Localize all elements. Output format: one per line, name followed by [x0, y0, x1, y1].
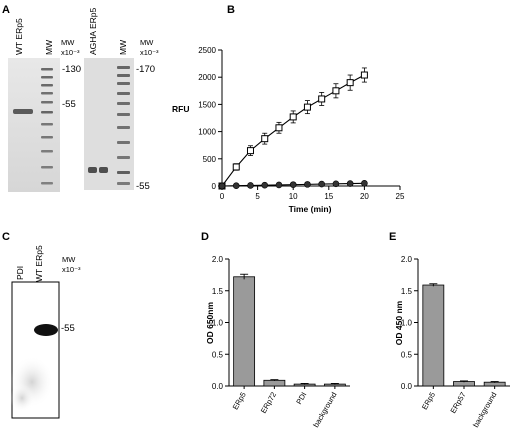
chart-d-y-tick-label: 1.0: [212, 319, 224, 328]
chart-e-bar: [422, 284, 445, 387]
chart-e-x-tick-label: ERp57: [448, 391, 467, 415]
chart-b-point-circle: [247, 182, 254, 189]
gel2-band-agha-erp5-a: [88, 167, 97, 173]
panel-e: E OD 450 nm 0.0 0.5 1.0 1.5 2.0 ERp5 ERp57 back…: [389, 231, 510, 429]
chart-b-point-square: [275, 124, 283, 132]
panel-d: D OD 650nm 0.0 0.5 1.0 1.5 2.0 ERp5 ERp72 PDI ba…: [201, 231, 350, 429]
blot-band-wt-erp5: [34, 324, 58, 336]
gel1-band-wt-erp5: [13, 109, 33, 114]
chart-b-point-square: [289, 113, 297, 121]
chart-b-y-tick-label: 1000: [198, 128, 216, 137]
gel2-band-agha-erp5-b: [99, 167, 108, 173]
gel2-mw-unit: x10⁻³: [140, 48, 159, 57]
panel-a: A WT ERp5 MW MW x10⁻³ -130 -55 AGHA ERp5…: [2, 4, 159, 192]
chart-b-point-circle: [361, 179, 368, 187]
gel1-mw-unit: x10⁻³: [61, 48, 80, 57]
blot-lane-label-wt-erp5: WT ERp5: [34, 245, 44, 282]
chart-b-point-circle: [261, 181, 269, 189]
chart-b: RFU Time (min) 0 500 1000 1500 2000 2500 0 5 10 1…: [172, 46, 405, 214]
chart-b-x-tick-label: 15: [324, 192, 333, 201]
gel2-mw-label: MW: [140, 38, 154, 47]
chart-e-y-tick-label: 0.5: [401, 350, 413, 359]
blot-marker-55: -55: [61, 323, 75, 334]
chart-b-point-circle: [289, 181, 297, 188]
gel2-lane-label-mw: MW: [118, 40, 128, 55]
gel1-lane-label-mw: MW: [44, 40, 54, 55]
panel-b: B RFU Time (min) 0 500 1000 1500 2000 2500 0 5 1…: [172, 4, 405, 214]
chart-d-bar: [263, 379, 286, 387]
panel-a-letter: A: [2, 4, 10, 16]
chart-b-x-tick-label: 10: [289, 192, 298, 201]
chart-e-y-axis-label: OD 450 nm: [394, 300, 404, 345]
chart-b-point-square: [332, 87, 340, 95]
gel1-lane-label-wt-erp5: WT ERp5: [14, 18, 24, 55]
gel1-marker-130: -130: [62, 64, 81, 75]
chart-b-x-tick-label: 5: [255, 192, 260, 201]
gel2-marker-170: -170: [136, 64, 155, 75]
gel1-mw-label: MW: [61, 38, 75, 47]
chart-d-x-tick-label: ERp72: [259, 391, 278, 415]
chart-b-y-axis-label: RFU: [172, 104, 189, 114]
gel2-lane-label-agha-erp5: AGHA ERp5: [88, 7, 98, 55]
panel-b-letter: B: [227, 4, 235, 16]
panel-d-letter: D: [201, 231, 209, 243]
gel1-marker-55: -55: [62, 99, 76, 110]
chart-e-y-tick-label: 1.0: [401, 319, 413, 328]
chart-b-point-circle: [346, 180, 354, 187]
panel-e-letter: E: [389, 231, 396, 243]
blot-mw-label: MW: [62, 255, 76, 264]
chart-e-y-tick-label: 2.0: [401, 255, 413, 264]
chart-b-point-square: [261, 135, 269, 143]
chart-b-point-square: [360, 71, 368, 79]
chart-b-y-tick-label: 500: [203, 155, 217, 164]
chart-d-y-axis-label: OD 650nm: [205, 302, 215, 344]
chart-e-x-tick-label: background: [471, 391, 498, 429]
blot-lane-label-pdi: PDI: [15, 266, 25, 280]
chart-d-bar: [233, 276, 256, 387]
gel2-mw-ladder: [117, 66, 130, 185]
chart-d-y-tick-label: 0.0: [212, 382, 224, 391]
chart-b-point-circle: [232, 182, 240, 190]
chart-b-point-circle: [304, 181, 311, 188]
chart-b-point-square: [346, 79, 354, 87]
chart-d-y-tick-label: 1.5: [212, 287, 224, 296]
chart-b-point-square: [246, 147, 254, 155]
chart-d-y-tick-label: 2.0: [212, 255, 224, 264]
chart-b-point-square: [318, 95, 326, 103]
chart-b-point-circle: [318, 180, 325, 188]
chart-e: OD 450 nm 0.0 0.5 1.0 1.5 2.0 ERp5 ERp57 backgr…: [394, 255, 510, 429]
chart-d: OD 650nm 0.0 0.5 1.0 1.5 2.0 ERp5 ERp72 PDI back…: [205, 255, 350, 429]
chart-b-point-circle: [275, 181, 283, 189]
chart-d-y-tick-label: 0.5: [212, 350, 224, 359]
gel2-marker-55: -55: [136, 181, 150, 192]
chart-d-x-tick-label: background: [311, 391, 338, 429]
blot-mw-unit: x10⁻³: [62, 265, 81, 274]
chart-b-point-square: [232, 163, 240, 171]
chart-b-x-tick-label: 0: [220, 192, 225, 201]
chart-e-y-tick-label: 0.0: [401, 382, 413, 391]
chart-b-x-tick-label: 20: [360, 192, 369, 201]
chart-b-y-tick-label: 2000: [198, 73, 216, 82]
chart-d-x-tick-label: ERp5: [231, 391, 248, 412]
panel-c-letter: C: [2, 231, 10, 243]
chart-e-bar: [453, 381, 475, 387]
chart-b-point-square: [303, 103, 311, 111]
chart-b-y-tick-label: 1500: [198, 100, 216, 109]
chart-b-y-tick-label: 2500: [198, 46, 216, 55]
chart-d-x-tick-label: PDI: [294, 391, 308, 406]
chart-b-x-tick-label: 25: [396, 192, 405, 201]
chart-e-y-tick-label: 1.5: [401, 287, 413, 296]
chart-e-x-tick-label: ERp5: [420, 391, 437, 412]
gel1-mw-ladder: [41, 68, 53, 185]
chart-b-point-circle: [332, 180, 340, 188]
chart-b-point-circle: [218, 182, 226, 190]
panel-c: C PDI WT ERp5 MW x10⁻³ -55: [2, 231, 81, 419]
chart-b-x-axis-label: Time (min): [289, 204, 332, 214]
chart-b-series-1-line: [221, 74, 365, 187]
chart-b-y-tick-label: 0: [212, 182, 217, 191]
